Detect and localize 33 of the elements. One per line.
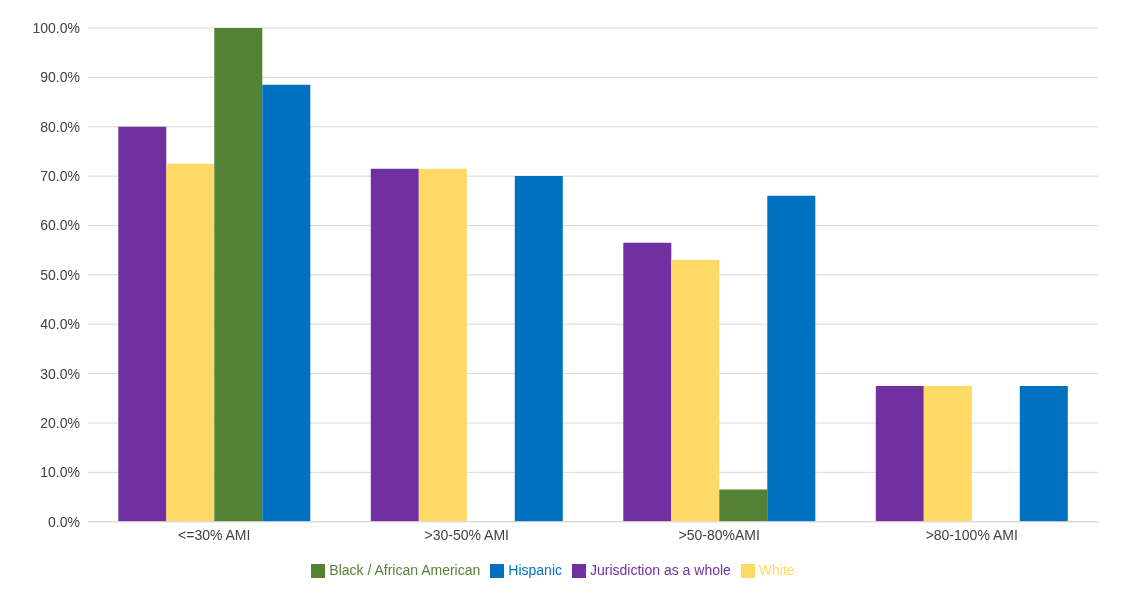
legend-label: White — [758, 561, 795, 578]
bar — [1019, 385, 1068, 522]
bar — [514, 176, 563, 522]
y-tick-label: 80.0% — [40, 118, 80, 135]
legend-label: Black / African American — [329, 561, 481, 578]
y-tick-label: 0.0% — [48, 513, 80, 530]
bar — [214, 28, 263, 522]
x-tick-label: >50-80%AMI — [678, 526, 760, 543]
bar — [623, 242, 672, 522]
bar — [767, 195, 816, 522]
bar — [923, 385, 972, 522]
y-tick-label: 20.0% — [40, 414, 80, 431]
bar — [262, 84, 311, 522]
legend-label: Hispanic — [508, 561, 562, 578]
y-tick-label: 90.0% — [40, 69, 80, 86]
bar — [370, 168, 419, 522]
bar — [118, 126, 167, 522]
y-tick-label: 50.0% — [40, 266, 80, 283]
y-tick-label: 100.0% — [32, 19, 80, 36]
legend-label: Jurisdiction as a whole — [590, 561, 731, 578]
y-tick-label: 60.0% — [40, 217, 80, 234]
bar — [418, 168, 467, 522]
x-tick-label: <=30% AMI — [178, 526, 251, 543]
bar — [671, 260, 720, 522]
bar — [166, 163, 215, 522]
x-tick-label: >80-100% AMI — [925, 526, 1018, 543]
bar — [875, 385, 924, 522]
y-tick-label: 30.0% — [40, 365, 80, 382]
bar — [719, 489, 768, 522]
y-tick-label: 40.0% — [40, 316, 80, 333]
x-tick-label: >30-50% AMI — [424, 526, 509, 543]
y-tick-label: 10.0% — [40, 464, 80, 481]
y-tick-label: 70.0% — [40, 168, 80, 185]
